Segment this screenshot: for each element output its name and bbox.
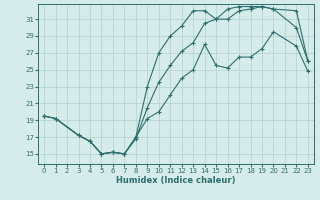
- X-axis label: Humidex (Indice chaleur): Humidex (Indice chaleur): [116, 176, 236, 185]
